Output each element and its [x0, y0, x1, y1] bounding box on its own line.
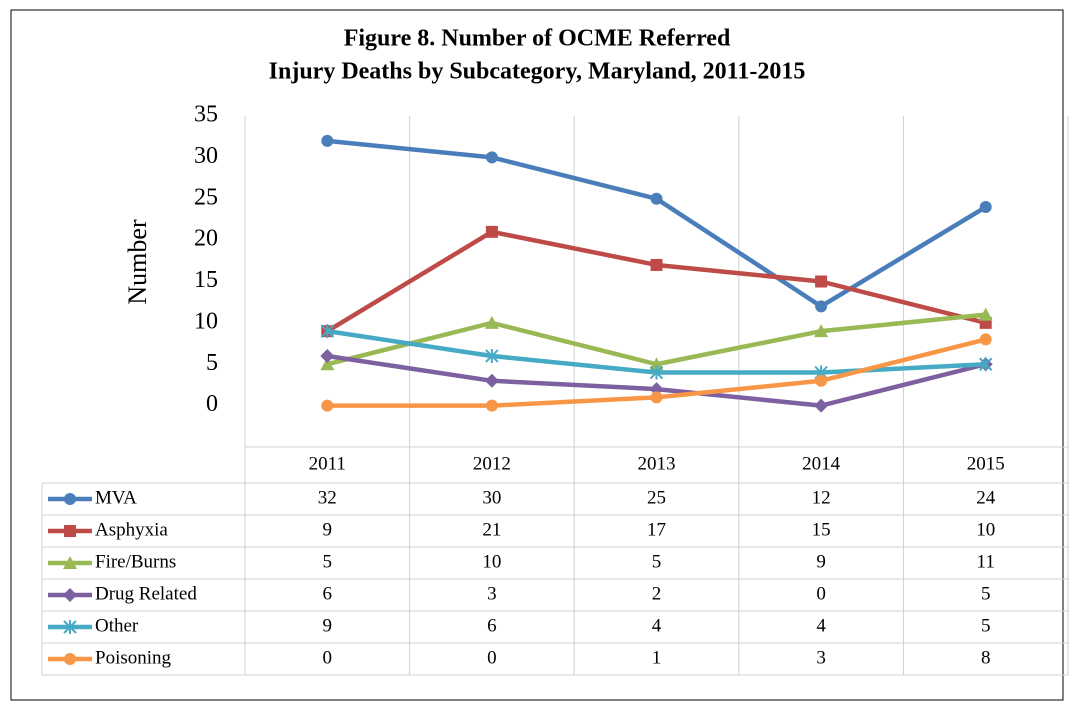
- table-cell: 25: [647, 487, 666, 508]
- legend-label: Drug Related: [95, 583, 197, 604]
- data-point: [979, 201, 992, 214]
- table-cell: 17: [647, 519, 666, 540]
- table-cell: 3: [816, 647, 826, 668]
- y-tick-label: 15: [194, 267, 218, 293]
- table-cell: 9: [323, 519, 333, 540]
- chart-title: Injury Deaths by Subcategory, Maryland, …: [269, 59, 806, 85]
- y-tick-label: 30: [194, 143, 218, 169]
- series-line: [326, 312, 986, 367]
- data-point: [815, 275, 828, 288]
- data-point: [485, 225, 498, 238]
- data-point: [814, 324, 829, 338]
- table-cell: 32: [318, 487, 337, 508]
- data-point: [814, 398, 829, 413]
- table-cell: 6: [323, 583, 333, 604]
- table-cell: 12: [812, 487, 831, 508]
- table-cell: 5: [981, 583, 991, 604]
- data-point: [815, 374, 828, 387]
- table-cell: 8: [981, 647, 991, 668]
- y-tick-label: 25: [194, 184, 218, 210]
- y-tick-label: 10: [194, 308, 218, 334]
- table-cell: 0: [487, 647, 497, 668]
- legend-label: Asphyxia: [95, 519, 168, 540]
- table-cell: 21: [482, 519, 501, 540]
- data-point: [978, 307, 993, 321]
- chart-border: [10, 9, 1064, 701]
- legend-key-marker: [63, 588, 77, 602]
- data-point: [320, 348, 335, 363]
- table-cell: 3: [487, 583, 497, 604]
- data-point: [320, 324, 335, 339]
- y-axis-label: Number: [123, 219, 152, 305]
- data-point: [650, 258, 663, 271]
- table-cell: 1: [652, 647, 662, 668]
- table-cell: 9: [816, 551, 826, 572]
- data-point: [485, 399, 498, 412]
- data-point: [485, 151, 498, 164]
- legend-key-marker: [64, 653, 76, 665]
- data-point: [649, 357, 664, 371]
- table-cell: 4: [652, 615, 662, 636]
- x-tick-label: 2011: [309, 453, 346, 474]
- legend-key-marker: [64, 525, 76, 537]
- data-point: [485, 348, 499, 363]
- data-point: [649, 365, 664, 380]
- legend-key-marker: [63, 620, 77, 634]
- table-cell: 10: [482, 551, 501, 572]
- legend-key-marker: [63, 556, 77, 569]
- data-point: [815, 300, 828, 313]
- legend-label: MVA: [95, 487, 137, 508]
- x-tick-label: 2015: [967, 453, 1005, 474]
- legend-label: Fire/Burns: [95, 551, 176, 572]
- series-line: [327, 138, 987, 309]
- table-cell: 5: [323, 551, 333, 572]
- legend-label: Other: [95, 615, 139, 636]
- data-point: [320, 357, 335, 371]
- table-cell: 0: [323, 647, 333, 668]
- x-tick-label: 2012: [473, 453, 511, 474]
- series-line: [326, 229, 987, 334]
- table-cell: 4: [816, 615, 826, 636]
- data-point: [979, 333, 992, 346]
- x-tick-label: 2014: [802, 453, 841, 474]
- data-point: [484, 373, 499, 388]
- y-tick-label: 0: [206, 391, 218, 417]
- legend-label: Poisoning: [95, 647, 172, 668]
- table-cell: 2: [652, 583, 662, 604]
- legend-key-marker: [64, 493, 76, 505]
- data-point: [484, 315, 499, 329]
- y-tick-label: 20: [194, 226, 218, 252]
- table-cell: 5: [981, 615, 991, 636]
- data-point: [978, 357, 993, 372]
- x-tick-label: 2013: [638, 453, 676, 474]
- data-point: [321, 134, 334, 147]
- table-cell: 10: [976, 519, 995, 540]
- table-cell: 5: [652, 551, 662, 572]
- table-cell: 11: [977, 551, 995, 572]
- y-tick-label: 35: [194, 102, 218, 128]
- data-point: [650, 391, 663, 404]
- table-cell: 24: [976, 487, 996, 508]
- table-cell: 6: [487, 615, 497, 636]
- table-cell: 9: [323, 615, 333, 636]
- y-tick-label: 5: [206, 350, 218, 376]
- table-cell: 30: [482, 487, 501, 508]
- data-point: [321, 399, 334, 412]
- data-point: [650, 192, 663, 205]
- table-cell: 0: [816, 583, 826, 604]
- table-cell: 15: [812, 519, 831, 540]
- chart-title: Figure 8. Number of OCME Referred: [344, 26, 731, 52]
